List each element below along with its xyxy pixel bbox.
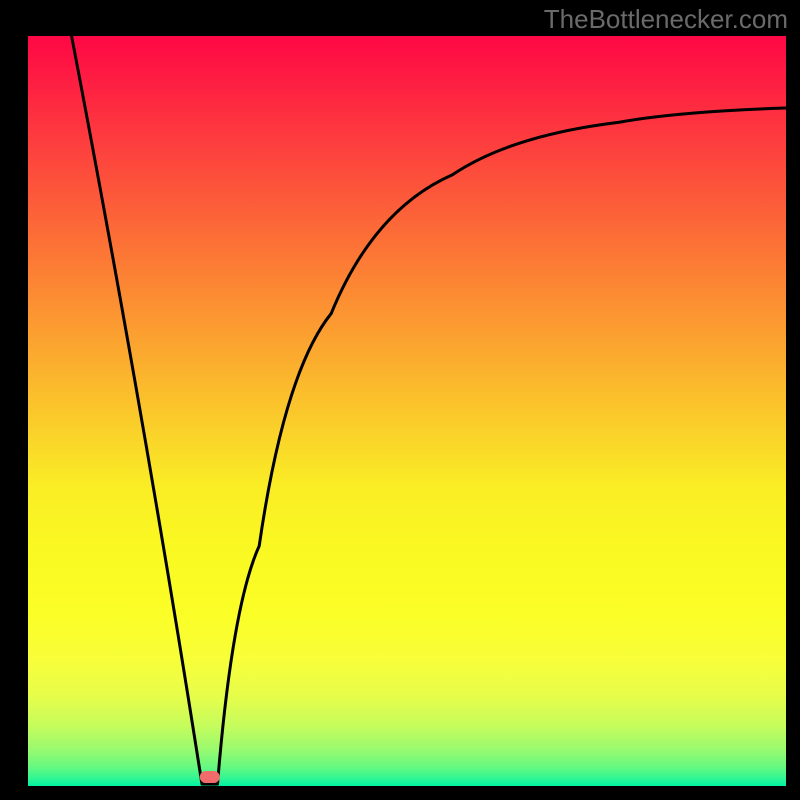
plot-background (28, 36, 786, 786)
watermark-text: TheBottlenecker.com (544, 4, 788, 35)
valley-marker (200, 771, 220, 783)
chart-frame: TheBottlenecker.com (0, 0, 800, 800)
bottleneck-chart (0, 0, 800, 800)
